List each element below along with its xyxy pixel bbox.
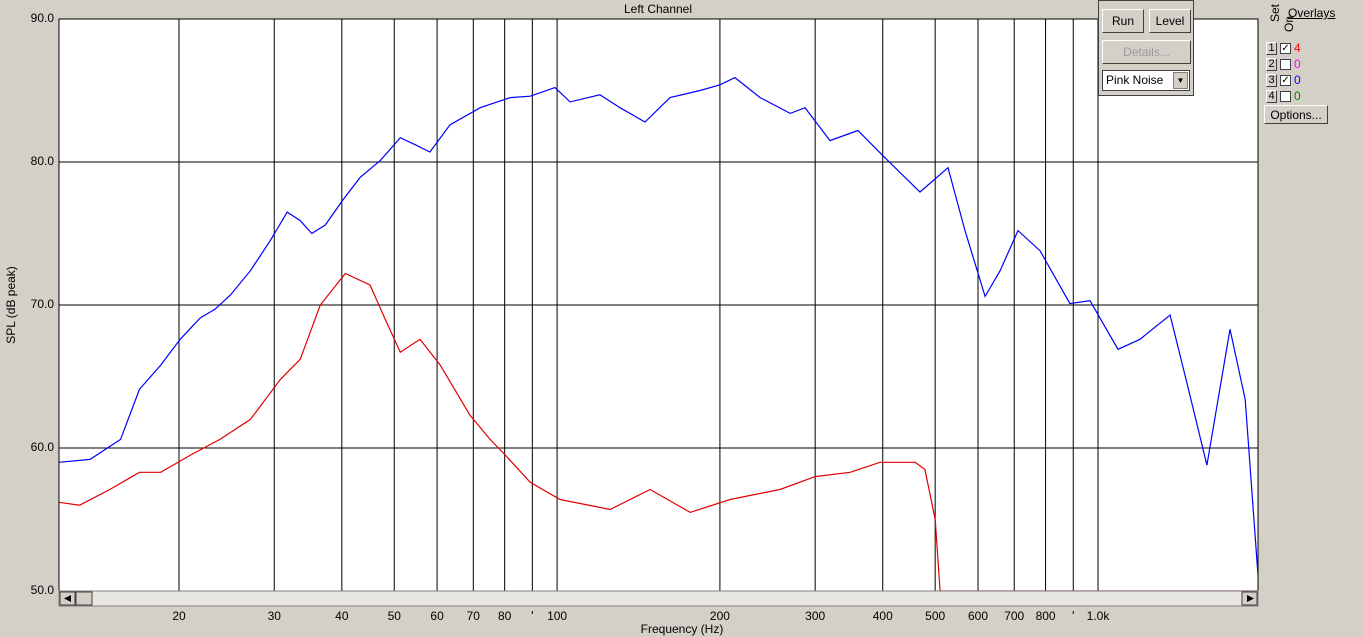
overlay-panel: Set On Overlays 1 ✓ 4 2 0 3 ✓ 0 4 0 Options... xyxy=(1262,0,1364,637)
x-tick-label: 200 xyxy=(710,609,730,623)
scroll-thumb[interactable] xyxy=(75,591,93,606)
y-tick-label: 70.0 xyxy=(31,297,55,311)
scrollbar[interactable] xyxy=(58,590,1259,607)
overlay-checkbox[interactable] xyxy=(1280,58,1291,70)
chart: Left Channel SPL (dB peak) Frequency (Hz… xyxy=(4,2,1259,637)
x-tick-label: 100 xyxy=(547,609,567,623)
chart-title: Left Channel xyxy=(624,2,692,16)
x-tick-label: 80 xyxy=(498,609,512,623)
grid xyxy=(59,18,1258,592)
overlay-value: 0 xyxy=(1294,73,1301,87)
dropdown-arrow[interactable]: ▼ xyxy=(1173,72,1188,89)
control-box: Run Level Details... Pink Noise ▼ xyxy=(1098,0,1194,96)
x-tick-label: 20 xyxy=(172,609,186,623)
x-tick-label: 1.0k xyxy=(1087,609,1111,623)
options-button[interactable]: Options... xyxy=(1264,105,1328,124)
overlay-row: 1 ✓ 4 xyxy=(1266,41,1301,55)
set-button[interactable]: 3 xyxy=(1266,73,1277,87)
y-tick-label: 60.0 xyxy=(31,440,55,454)
x-tick-label: 50 xyxy=(388,609,402,623)
overlay-value: 0 xyxy=(1294,89,1301,103)
x-tick-label: 40 xyxy=(335,609,349,623)
signal-value: Pink Noise xyxy=(1106,73,1164,87)
y-tick-label: 50.0 xyxy=(31,583,55,597)
scroll-track[interactable] xyxy=(58,590,1259,607)
set-label: Set xyxy=(1268,3,1282,22)
overlay-checkbox[interactable] xyxy=(1280,90,1291,102)
x-tick-label: 600 xyxy=(968,609,988,623)
arrow-left xyxy=(64,595,71,602)
x-tick-label: 800 xyxy=(1036,609,1056,623)
x-tick-label: 60 xyxy=(430,609,444,623)
overlays-link[interactable]: Overlays xyxy=(1288,6,1336,20)
x-tick-label: 30 xyxy=(268,609,282,623)
signal-select[interactable]: Pink Noise ▼ xyxy=(1102,70,1190,91)
x-tick-label: 500 xyxy=(925,609,945,623)
y-tick-label: 80.0 xyxy=(31,154,55,168)
overlay-value: 4 xyxy=(1294,41,1301,55)
data-line xyxy=(59,76,1258,576)
overlay-checkbox[interactable]: ✓ xyxy=(1280,74,1291,86)
details-button: Details... xyxy=(1102,40,1191,64)
x-tick-label: 300 xyxy=(805,609,825,623)
y-axis-label: SPL (dB peak) xyxy=(4,266,18,344)
set-button[interactable]: 1 xyxy=(1266,41,1277,55)
arrow-right xyxy=(1247,595,1254,602)
set-button[interactable]: 2 xyxy=(1266,57,1277,71)
x-tick-label: 70 xyxy=(467,609,481,623)
x-tick-label: 400 xyxy=(873,609,893,623)
x-tick-label: 700 xyxy=(1004,609,1024,623)
overlay-checkbox[interactable]: ✓ xyxy=(1280,42,1291,54)
overlay-row: 3 ✓ 0 xyxy=(1266,73,1301,87)
y-tick-label: 90.0 xyxy=(31,11,55,25)
data-line xyxy=(59,272,1258,592)
run-button[interactable]: Run xyxy=(1102,9,1144,33)
x-axis-label: Frequency (Hz) xyxy=(641,622,724,636)
level-button[interactable]: Level xyxy=(1149,9,1191,33)
set-button[interactable]: 4 xyxy=(1266,89,1277,103)
overlay-value: 0 xyxy=(1294,57,1301,71)
